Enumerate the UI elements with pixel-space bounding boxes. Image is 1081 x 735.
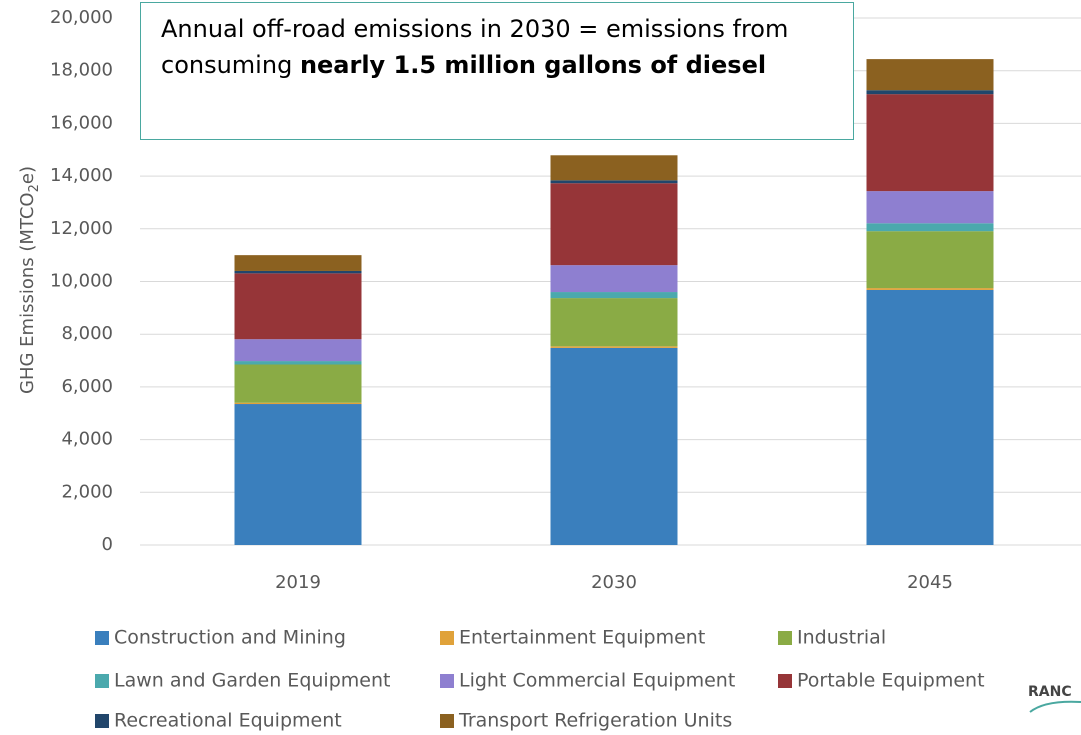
logo: RANC <box>1028 684 1072 700</box>
legend-swatch <box>778 631 792 645</box>
bar-segment <box>234 361 362 365</box>
bar-segment <box>234 364 362 403</box>
y-axis-label: GHG Emissions (MTCO2e) <box>17 166 42 394</box>
x-tick-label: 2030 <box>591 572 637 593</box>
legend-label: Light Commercial Equipment <box>459 670 735 692</box>
legend-swatch <box>95 674 109 688</box>
bar-segment <box>550 183 678 266</box>
y-tick-label: 10,000 <box>50 271 113 292</box>
bar-segment <box>234 339 362 362</box>
bar-segment <box>234 404 362 545</box>
logo-arc <box>1029 700 1081 713</box>
bar-segment <box>234 273 362 340</box>
bar-segment <box>234 270 362 274</box>
bar-segment <box>866 288 994 290</box>
legend-swatch <box>440 714 454 728</box>
y-tick-label: 14,000 <box>50 165 113 186</box>
bar-segment <box>550 180 678 184</box>
y-label-part: e) <box>17 166 38 184</box>
legend-label: Recreational Equipment <box>114 710 342 732</box>
bar-segment <box>866 59 994 91</box>
y-tick-label: 8,000 <box>61 323 113 344</box>
bar-segment <box>550 298 678 347</box>
bar-segment <box>550 292 678 299</box>
legend-swatch <box>778 674 792 688</box>
y-label-sub: 2 <box>27 184 42 192</box>
y-tick-label: 20,000 <box>50 7 113 28</box>
legend-swatch <box>95 714 109 728</box>
legend-label: Industrial <box>797 627 886 649</box>
bar-segment <box>866 191 994 224</box>
y-tick-label: 16,000 <box>50 112 113 133</box>
legend-swatch <box>440 674 454 688</box>
bar-segment <box>866 223 994 232</box>
bar-segment <box>550 155 678 181</box>
bar-segment <box>550 265 678 293</box>
y-label-part: GHG Emissions (MTCO <box>17 192 38 394</box>
legend-label: Entertainment Equipment <box>459 627 705 649</box>
annotation-text: Annual off-road emissions in 2030 = emis… <box>161 15 789 79</box>
legend-label: Transport Refrigeration Units <box>458 710 732 732</box>
annotation-box: Annual off-road emissions in 2030 = emis… <box>140 2 854 140</box>
y-tick-label: 0 <box>102 534 113 555</box>
bar-segment <box>550 347 678 545</box>
y-tick-label: 18,000 <box>50 60 113 81</box>
y-tick-label: 6,000 <box>61 376 113 397</box>
annotation-bold: nearly 1.5 million gallons of diesel <box>299 51 767 79</box>
legend-label: Construction and Mining <box>114 627 346 649</box>
legend-swatch <box>95 631 109 645</box>
y-tick-label: 4,000 <box>61 429 113 450</box>
bar-segment <box>550 346 678 348</box>
legend-swatch <box>440 631 454 645</box>
bar-segment <box>866 231 994 289</box>
x-tick-label: 2045 <box>907 572 953 593</box>
y-tick-label: 12,000 <box>50 218 113 239</box>
bar-segment <box>866 289 994 545</box>
x-tick-label: 2019 <box>275 572 321 593</box>
y-tick-label: 2,000 <box>61 481 113 502</box>
bar-segment <box>866 90 994 95</box>
legend-label: Lawn and Garden Equipment <box>114 670 390 692</box>
legend-label: Portable Equipment <box>797 670 985 692</box>
bar-segment <box>866 94 994 192</box>
bar-segment <box>234 402 362 405</box>
bar-segment <box>234 255 362 271</box>
